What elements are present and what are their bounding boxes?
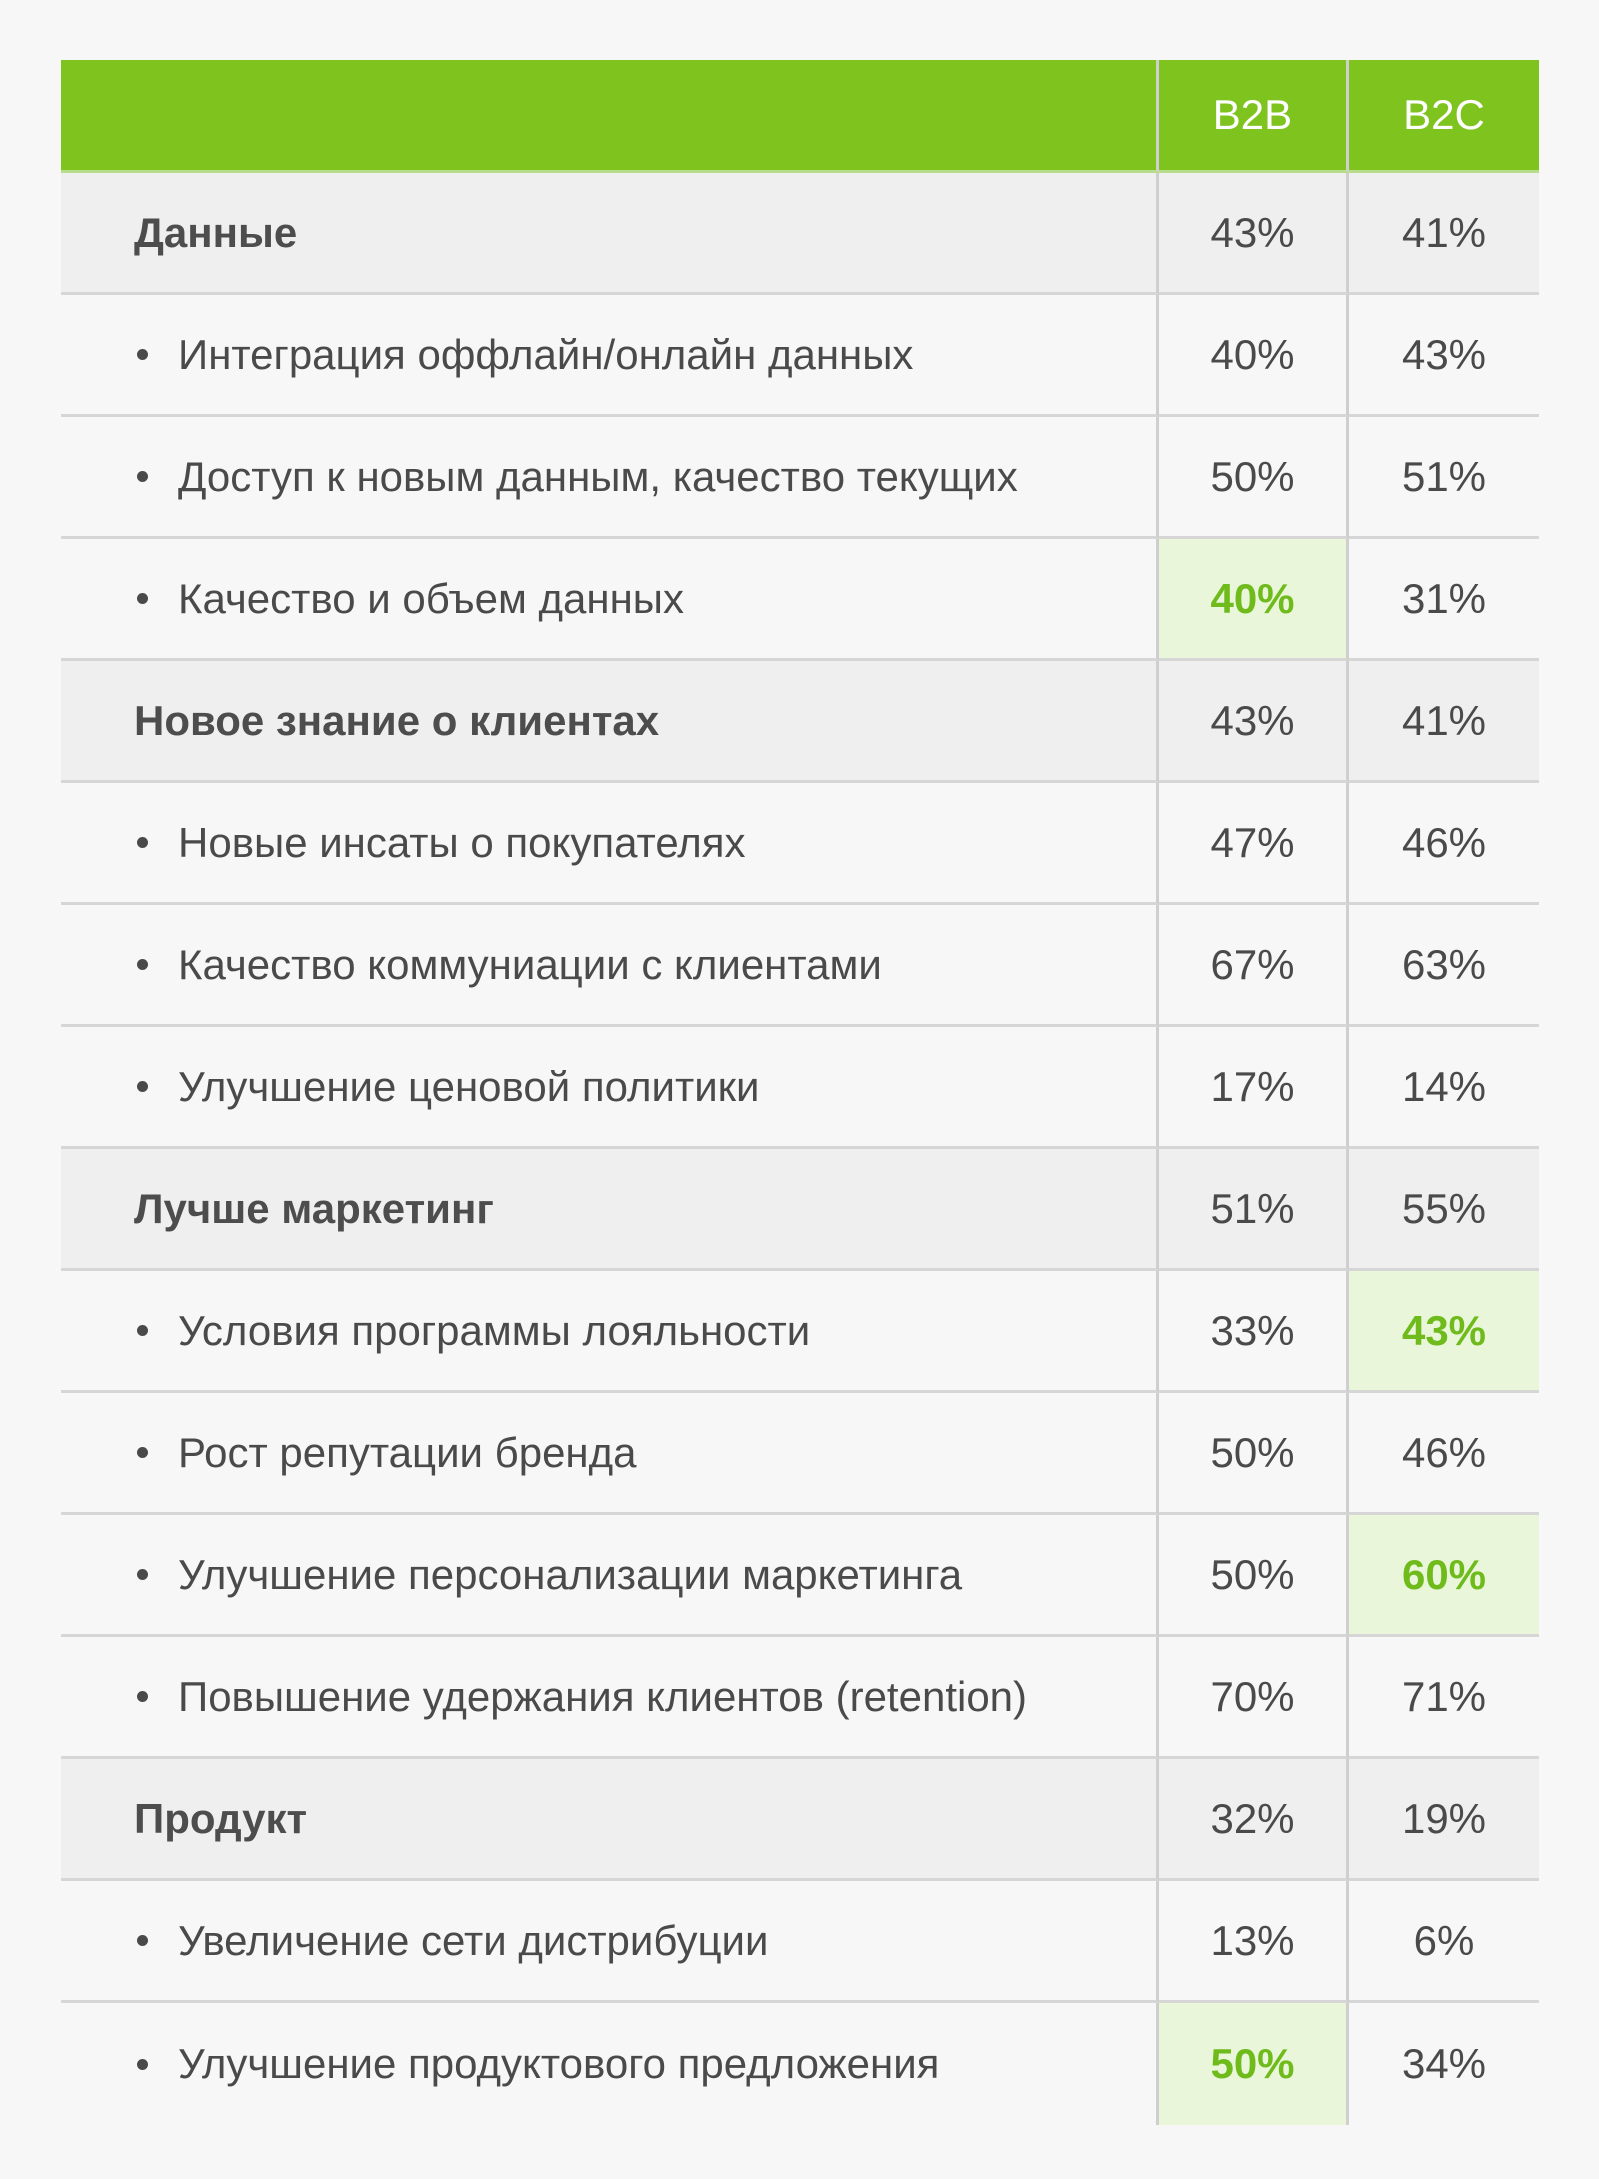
b2c-value-cell: 46%	[1349, 1393, 1539, 1515]
header-b2c: B2C	[1349, 60, 1539, 173]
b2b-value-cell: 32%	[1159, 1759, 1349, 1881]
b2c-value-cell: 55%	[1349, 1149, 1539, 1271]
bullet-icon	[137, 1935, 148, 1946]
row-label: Улучшение ценовой политики	[178, 1062, 760, 1110]
item-label-cell: Условия программы лояльности	[61, 1271, 1159, 1393]
category-label-cell: Лучше маркетинг	[61, 1149, 1159, 1271]
category-label-cell: Данные	[61, 173, 1159, 295]
b2c-value-cell: 63%	[1349, 905, 1539, 1027]
row-label: Улучшение продуктового предложения	[178, 2040, 940, 2087]
b2b-value-cell: 70%	[1159, 1637, 1349, 1759]
row-label: Улучшение персонализации маркетинга	[178, 1550, 963, 1598]
bullet-icon	[137, 1691, 148, 1702]
header-empty-cell	[61, 60, 1159, 173]
row-label: Новое знание о клиентах	[134, 696, 660, 744]
b2b-value-cell: 50%	[1159, 417, 1349, 539]
item-label-cell: Новые инсаты о покупателях	[61, 783, 1159, 905]
b2b-value-cell: 43%	[1159, 173, 1349, 295]
item-label-cell: Улучшение ценовой политики	[61, 1027, 1159, 1149]
comparison-table: B2B B2C Данные 43% 41% Интеграция оффлайн/о…	[61, 60, 1539, 2125]
bullet-icon	[137, 837, 148, 848]
row-label: Увеличение сети дистрибуции	[178, 1916, 769, 1964]
b2b-value-cell: 40%	[1159, 539, 1349, 661]
b2c-value-cell: 46%	[1349, 783, 1539, 905]
bullet-icon	[137, 959, 148, 970]
item-label-cell: Улучшение персонализации маркетинга	[61, 1515, 1159, 1637]
item-label-cell: Качество и объем данных	[61, 539, 1159, 661]
b2c-value-cell: 60%	[1349, 1515, 1539, 1637]
b2c-value-cell: 41%	[1349, 661, 1539, 783]
b2b-value-cell: 13%	[1159, 1881, 1349, 2003]
b2b-value-cell: 17%	[1159, 1027, 1349, 1149]
bullet-icon	[137, 1569, 148, 1580]
item-label-cell: Увеличение сети дистрибуции	[61, 1881, 1159, 2003]
category-label-cell: Новое знание о клиентах	[61, 661, 1159, 783]
item-label-cell: Улучшение продуктового предложения	[61, 2003, 1159, 2125]
b2c-value-cell: 51%	[1349, 417, 1539, 539]
item-label-cell: Рост репутации бренда	[61, 1393, 1159, 1515]
bullet-icon	[137, 349, 148, 360]
row-label: Рост репутации бренда	[178, 1428, 637, 1476]
row-label: Качество и объем данных	[178, 574, 684, 622]
row-label: Лучше маркетинг	[134, 1184, 494, 1232]
b2b-value-cell: 40%	[1159, 295, 1349, 417]
item-label-cell: Доступ к новым данным, качество текущих	[61, 417, 1159, 539]
item-label-cell: Качество коммуниации с клиентами	[61, 905, 1159, 1027]
bullet-icon	[137, 593, 148, 604]
b2b-value-cell: 50%	[1159, 2003, 1349, 2125]
b2c-value-cell: 19%	[1349, 1759, 1539, 1881]
category-label-cell: Продукт	[61, 1759, 1159, 1881]
row-label: Доступ к новым данным, качество текущих	[178, 452, 1018, 500]
item-label-cell: Повышение удержания клиентов (retention)	[61, 1637, 1159, 1759]
row-label: Повышение удержания клиентов (retention)	[178, 1672, 1028, 1720]
b2b-value-cell: 33%	[1159, 1271, 1349, 1393]
row-label: Условия программы лояльности	[178, 1306, 811, 1354]
b2b-value-cell: 67%	[1159, 905, 1349, 1027]
b2c-value-cell: 14%	[1349, 1027, 1539, 1149]
b2b-value-cell: 50%	[1159, 1393, 1349, 1515]
b2b-value-cell: 50%	[1159, 1515, 1349, 1637]
row-label: Данные	[134, 208, 298, 256]
bullet-icon	[137, 1447, 148, 1458]
b2c-value-cell: 41%	[1349, 173, 1539, 295]
b2b-value-cell: 47%	[1159, 783, 1349, 905]
row-label: Интеграция оффлайн/онлайн данных	[178, 330, 914, 378]
item-label-cell: Интеграция оффлайн/онлайн данных	[61, 295, 1159, 417]
bullet-icon	[137, 1081, 148, 1092]
b2b-value-cell: 51%	[1159, 1149, 1349, 1271]
row-label: Качество коммуниации с клиентами	[178, 940, 882, 988]
row-label: Продукт	[134, 1794, 308, 1842]
b2c-value-cell: 34%	[1349, 2003, 1539, 2125]
bullet-icon	[137, 1325, 148, 1336]
b2c-value-cell: 43%	[1349, 295, 1539, 417]
b2b-value-cell: 43%	[1159, 661, 1349, 783]
header-b2b: B2B	[1159, 60, 1349, 173]
b2c-value-cell: 6%	[1349, 1881, 1539, 2003]
bullet-icon	[137, 2058, 148, 2070]
row-label: Новые инсаты о покупателях	[178, 818, 746, 866]
b2c-value-cell: 71%	[1349, 1637, 1539, 1759]
b2c-value-cell: 43%	[1349, 1271, 1539, 1393]
b2c-value-cell: 31%	[1349, 539, 1539, 661]
bullet-icon	[137, 471, 148, 482]
